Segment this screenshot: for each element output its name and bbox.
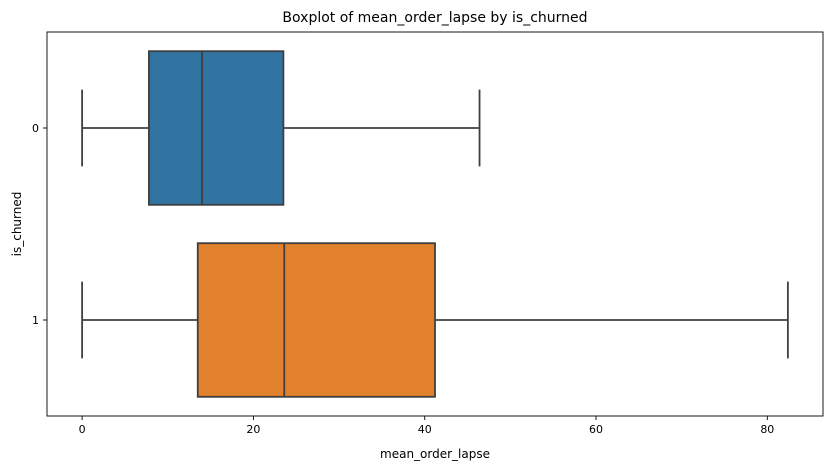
x-tick-label-0: 0 [79, 423, 86, 436]
y-axis-label: is_churned [10, 192, 24, 257]
box-1 [196, 242, 436, 398]
x-tick-label-40: 40 [418, 423, 432, 436]
x-tick-label-60: 60 [589, 423, 603, 436]
x-axis-label: mean_order_lapse [380, 447, 490, 461]
plot-area-frame [46, 31, 824, 417]
y-axis-ticks: 01 [32, 122, 47, 327]
box-0 [148, 50, 285, 206]
y-tick-label-0: 0 [32, 122, 39, 135]
x-tick-label-20: 20 [246, 423, 260, 436]
x-tick-label-80: 80 [760, 423, 774, 436]
chart-title: Boxplot of mean_order_lapse by is_churne… [282, 10, 587, 26]
x-axis-ticks: 0 20 40 60 80 [79, 416, 774, 436]
y-tick-label-1: 1 [32, 314, 39, 327]
chart-marks [81, 50, 789, 398]
box-group-0 [81, 50, 481, 206]
box-group-1 [81, 242, 789, 398]
